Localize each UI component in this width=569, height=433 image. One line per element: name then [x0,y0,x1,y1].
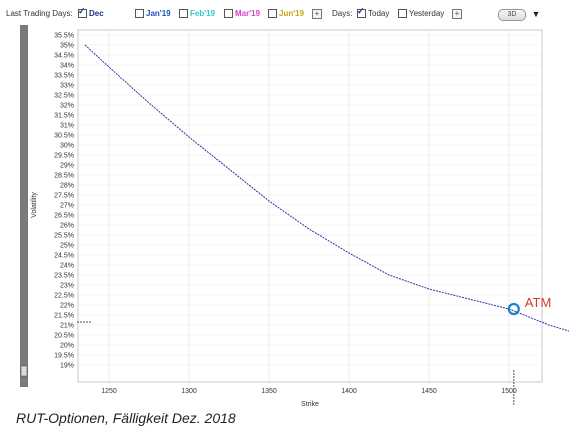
today-toggle[interactable]: Today [357,6,389,18]
plot-area [77,29,543,383]
dec-checkbox[interactable] [78,6,87,18]
y-tick-label: 21% [60,323,74,330]
y-tick-label: 23.5% [54,273,74,280]
x-tick-label: 1400 [341,388,357,395]
y-tick-label: 24.5% [54,253,74,260]
figure-caption: RUT-Optionen, Fälligkeit Dez. 2018 [16,410,236,426]
y-tick-label: 25% [60,243,74,250]
y-tick-label: 33% [60,83,74,90]
y-tick-label: 32% [60,103,74,110]
grid-lines [78,30,542,382]
mar19-checkbox[interactable] [224,9,233,18]
volatility-chart: 35.5% 35% 34.5% 34% 33.5% 33% 32.5% 32% 31.5% 31%… [20,25,569,408]
x-tick-label: 1250 [101,388,117,395]
series-toggle-jan19[interactable]: Jan'19 [135,9,171,18]
x-tick-label: 1300 [181,388,197,395]
y-tick-label: 28.5% [54,173,74,180]
yesterday-checkbox[interactable] [398,9,407,18]
scroll-handle[interactable] [20,365,28,377]
jan19-checkbox[interactable] [135,9,144,18]
y-tick-label: 26% [60,223,74,230]
plus-icon: + [312,9,322,19]
plus-icon: + [452,9,462,19]
add-series-button[interactable]: + [312,9,322,19]
series-group [84,44,569,332]
y-tick-label: 35% [60,43,74,50]
volatility-series-line [84,44,569,332]
series-toggle-dec[interactable]: Dec [78,6,104,18]
y-tick-label: 19.5% [54,353,74,360]
y-axis-label: Volatility [31,192,38,218]
y-tick-label: 31% [60,123,74,130]
chart-toolbar: Last Trading Days: Dec Jan'19 Feb'19 Mar… [0,0,569,26]
x-tick-label: 1500 [501,388,517,395]
last-trading-days-label: Last Trading Days: [6,9,73,18]
y-tick-label: 34.5% [54,53,74,60]
add-day-button[interactable]: + [452,9,462,19]
y-tick-label: 33.5% [54,73,74,80]
y-tick-label: 34% [60,63,74,70]
days-label: Days: [332,9,353,18]
y-axis-ticks: 35.5% 35% 34.5% 34% 33.5% 33% 32.5% 32% 31.5% 31%… [54,33,74,370]
atm-marker[interactable] [507,302,520,316]
vertical-scroll-track[interactable] [20,25,28,387]
y-tick-label: 19% [60,363,74,370]
y-tick-label: 24% [60,263,74,270]
jun19-checkbox[interactable] [268,9,277,18]
atm-label: ATM [525,295,551,310]
y-tick-label: 29% [60,163,74,170]
y-tick-label: 22.5% [54,293,74,300]
y-tick-label: 20.5% [54,333,74,340]
y-tick-label: 32.5% [54,93,74,100]
y-tick-label: 27.5% [54,193,74,200]
series-toggle-jun19[interactable]: Jun'19 [268,9,304,18]
y-tick-label: 20% [60,343,74,350]
y-tick-label: 31.5% [54,113,74,120]
yesterday-toggle[interactable]: Yesterday [398,9,444,18]
y-tick-label: 28% [60,183,74,190]
y-tick-label: 26.5% [54,213,74,220]
x-axis-label: Strike [301,401,319,408]
y-tick-label: 25.5% [54,233,74,240]
chevron-down-icon[interactable]: ▼ [531,9,541,19]
feb19-checkbox[interactable] [179,9,188,18]
view-3d-button[interactable]: 3D [498,9,526,21]
x-tick-label: 1450 [421,388,437,395]
y-tick-label: 35.5% [54,33,74,40]
x-axis-ticks: 1250130013501400145015001550160016501700… [101,388,517,395]
series-toggle-mar19[interactable]: Mar'19 [224,9,260,18]
series-toggle-feb19[interactable]: Feb'19 [179,9,215,18]
y-tick-label: 23% [60,283,74,290]
today-checkbox[interactable] [357,6,366,18]
y-tick-label: 29.5% [54,153,74,160]
y-tick-label: 22% [60,303,74,310]
x-tick-label: 1350 [261,388,277,395]
y-tick-label: 27% [60,203,74,210]
y-tick-label: 30% [60,143,74,150]
y-tick-label: 30.5% [54,133,74,140]
y-tick-label: 21.5% [54,313,74,320]
